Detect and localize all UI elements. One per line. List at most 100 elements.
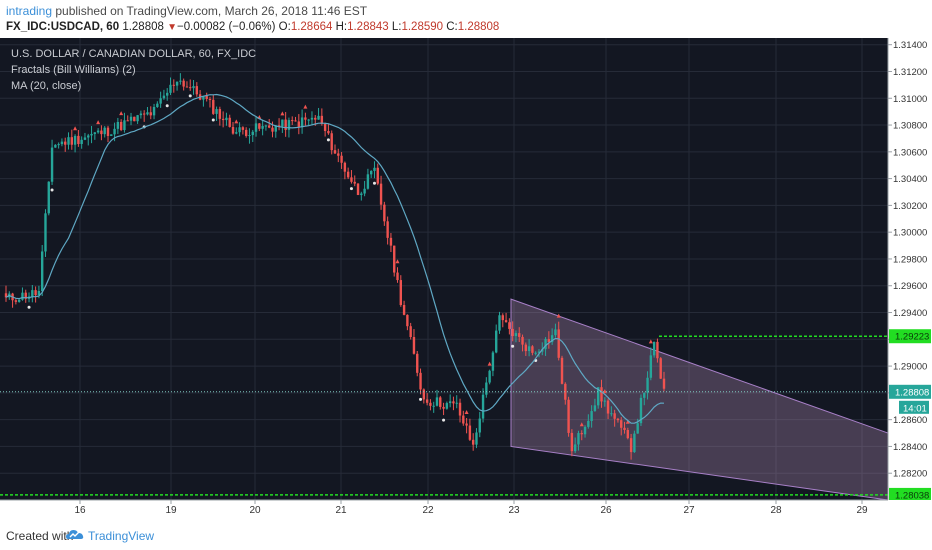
candle-body	[90, 133, 93, 136]
fractal-up-marker	[648, 339, 653, 344]
candle-body	[185, 86, 189, 88]
price-tick-label: 1.31200	[893, 67, 927, 78]
down-arrow-icon: ▼	[167, 22, 177, 33]
candle-body	[34, 290, 37, 296]
time-tick-label: 27	[683, 505, 695, 516]
candle-body	[277, 125, 281, 127]
candle-body	[103, 127, 106, 135]
price-level-tag	[889, 329, 931, 344]
candle-body	[458, 402, 462, 416]
candle-body	[152, 106, 156, 116]
candle-body	[195, 86, 199, 95]
candle-body	[31, 290, 34, 297]
price-level-tag-label: 1.28808	[895, 387, 929, 398]
fractal-down-marker	[442, 418, 446, 422]
price-tick-label: 1.31400	[893, 40, 927, 51]
candle-body	[369, 170, 373, 175]
open-value: 1.28664	[290, 21, 333, 33]
candle-body	[396, 272, 399, 281]
candle-body	[662, 378, 666, 389]
countdown-tag	[899, 400, 929, 414]
candle-body	[353, 181, 356, 184]
candle-body	[531, 346, 534, 353]
candle-body	[567, 399, 570, 433]
candle-body	[123, 120, 126, 131]
candle-body	[564, 383, 567, 400]
candle-body	[471, 439, 475, 445]
candle-body	[116, 121, 120, 129]
candle-body	[77, 135, 80, 144]
price-level-tag	[889, 487, 931, 502]
candle-body	[416, 353, 419, 373]
countdown-label: 14:01	[903, 403, 927, 414]
candle-body	[205, 96, 208, 99]
price-tick-label: 1.30600	[893, 147, 927, 158]
close-value: 1.28808	[457, 21, 500, 33]
candle-body	[54, 144, 57, 148]
candle-body	[307, 119, 310, 121]
fractal-down-marker	[372, 181, 376, 185]
candle-body	[409, 326, 412, 338]
candle-body	[560, 357, 564, 384]
candle-body	[291, 120, 294, 122]
candle-body	[314, 117, 317, 120]
candle-body	[4, 293, 8, 298]
candle-body	[317, 115, 320, 120]
candle-body	[281, 119, 284, 127]
candle-body	[435, 397, 439, 406]
high-value: 1.28843	[347, 21, 389, 33]
legend-fractals[interactable]: Fractals (Bill Williams) (2)	[11, 64, 136, 76]
candle-body	[652, 341, 656, 356]
candle-body	[235, 132, 238, 134]
candle-body	[47, 181, 50, 214]
candle-body	[294, 120, 297, 122]
price-tick-label: 1.31000	[893, 94, 927, 105]
candle-body	[218, 109, 222, 119]
candle-body	[44, 213, 47, 252]
time-tick-label: 21	[335, 505, 347, 516]
price-chart[interactable]: 1.31400 1.31200 1.31000 1.30800 1.30600 1.304…	[0, 38, 932, 520]
candle-body	[550, 335, 554, 343]
fractal-up-marker	[73, 126, 78, 131]
candle-body	[573, 444, 577, 452]
candle-body	[452, 401, 455, 404]
candle-body	[192, 86, 195, 89]
candle-body	[518, 333, 521, 337]
candle-body	[323, 123, 327, 131]
candle-body	[156, 103, 159, 107]
candle-body	[300, 117, 304, 128]
fractal-up-marker	[556, 313, 561, 318]
candle-body	[106, 127, 110, 136]
candle-body	[231, 126, 235, 134]
candle-body	[133, 116, 136, 122]
candle-body	[241, 127, 245, 130]
fractal-down-marker	[349, 187, 353, 191]
fractal-down-marker	[419, 397, 423, 401]
candle-body	[320, 115, 324, 124]
candle-body	[346, 171, 350, 178]
candle-body	[172, 84, 175, 86]
candle-body	[366, 174, 370, 189]
fractal-up-marker	[96, 120, 101, 125]
time-tick-label: 28	[770, 505, 782, 516]
candle-body	[83, 137, 87, 140]
candle-body	[268, 125, 271, 128]
candle-body	[327, 130, 330, 134]
candle-body	[488, 370, 491, 383]
candle-body	[254, 123, 258, 132]
candle-body	[656, 341, 659, 359]
candle-body	[373, 167, 376, 171]
tradingview-link[interactable]: TradingView	[88, 529, 155, 543]
candle-body	[113, 128, 116, 135]
candle-body	[544, 339, 547, 350]
candle-body	[110, 134, 113, 136]
open-label: O:	[278, 21, 291, 33]
candle-body	[14, 300, 18, 302]
candle-body	[182, 80, 185, 87]
legend-ma[interactable]: MA (20, close)	[11, 80, 82, 92]
fractal-down-marker	[165, 104, 169, 108]
author-link[interactable]: intrading	[6, 4, 53, 18]
tradingview-cloud-icon[interactable]	[66, 528, 84, 542]
candle-body	[40, 251, 44, 292]
time-tick-label: 26	[600, 505, 612, 516]
